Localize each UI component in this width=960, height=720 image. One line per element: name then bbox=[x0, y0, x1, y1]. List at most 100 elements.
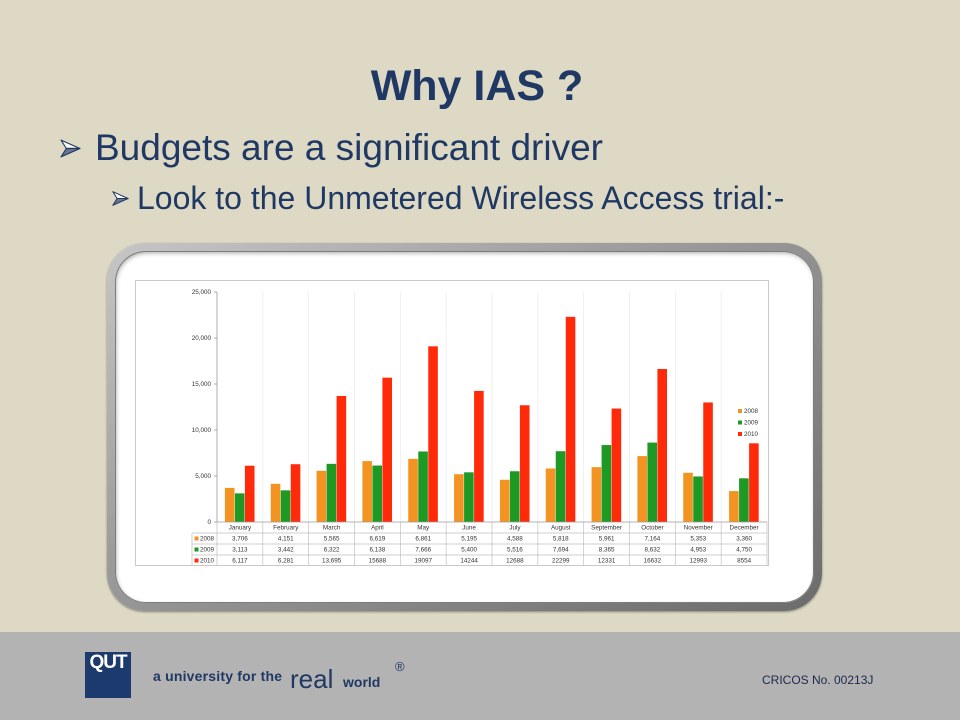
category-label: July bbox=[509, 525, 521, 532]
table-cell: 4,588 bbox=[507, 536, 523, 543]
bar-2008-january bbox=[224, 487, 235, 522]
category-label: September bbox=[591, 525, 622, 532]
table-cell: 8,632 bbox=[645, 547, 661, 554]
category-label: November bbox=[684, 525, 713, 532]
table-cell: 19097 bbox=[414, 558, 432, 565]
bar-2010-may bbox=[428, 346, 438, 522]
bar-2009-june bbox=[464, 472, 474, 522]
bar-2008-february bbox=[270, 483, 281, 522]
table-cell: 5,516 bbox=[507, 547, 523, 554]
table-cell: 15688 bbox=[369, 558, 387, 565]
legend-label: 2009 bbox=[744, 420, 759, 427]
tagline-prefix: a university for the bbox=[153, 668, 283, 684]
bar-2010-november bbox=[703, 402, 713, 522]
table-cell: 14244 bbox=[460, 558, 478, 565]
table-cell: 6,117 bbox=[232, 558, 248, 565]
table-series-marker bbox=[194, 547, 199, 552]
y-tick-label: 25,000 bbox=[192, 289, 212, 296]
legend-label: 2008 bbox=[744, 408, 759, 415]
bar-2009-september bbox=[601, 445, 612, 522]
table-cell: 5,400 bbox=[461, 547, 477, 554]
y-tick-label: 15,000 bbox=[192, 381, 212, 388]
bar-2009-december bbox=[739, 478, 749, 522]
table-series-marker bbox=[194, 536, 199, 541]
bar-2008-may bbox=[408, 458, 418, 522]
bar-2009-january bbox=[234, 493, 245, 522]
table-cell: 3,360 bbox=[736, 536, 752, 543]
bar-2010-february bbox=[290, 464, 301, 522]
bar-2009-april bbox=[372, 465, 383, 522]
bar-2008-october bbox=[637, 456, 648, 522]
category-label: August bbox=[551, 525, 571, 532]
category-label: March bbox=[323, 525, 341, 532]
table-cell: 6,322 bbox=[324, 547, 340, 554]
bar-2010-march bbox=[336, 396, 347, 522]
bar-2010-january bbox=[244, 465, 255, 522]
y-tick-label: 0 bbox=[207, 519, 211, 526]
table-cell: 12331 bbox=[598, 558, 616, 565]
tagline-real: real bbox=[290, 664, 334, 694]
table-cell: 4,151 bbox=[278, 536, 294, 543]
legend-label: 2010 bbox=[744, 431, 759, 438]
table-cell: 3,442 bbox=[278, 547, 294, 554]
bar-2010-september bbox=[611, 408, 622, 522]
bar-chart: 0 5,000 10,000 15,000 20,000 25,000 January Feb… bbox=[135, 280, 769, 566]
legend-marker bbox=[738, 420, 742, 425]
arrow-bullet-icon bbox=[60, 139, 81, 158]
category-label: May bbox=[417, 525, 430, 532]
bullet-budgets: Budgets are a significant driver bbox=[95, 127, 603, 168]
table-cell: 3,706 bbox=[232, 536, 248, 543]
category-label: February bbox=[273, 525, 299, 532]
bar-2008-december bbox=[729, 491, 739, 522]
bar-2008-july bbox=[499, 479, 510, 522]
bar-2008-august bbox=[545, 468, 556, 522]
bar-2008-june bbox=[454, 474, 464, 522]
table-cell: 5,818 bbox=[553, 536, 569, 543]
bar-2010-august bbox=[565, 316, 576, 522]
cricos-number: CRICOS No. 00213J bbox=[762, 673, 874, 687]
table-cell: 13,695 bbox=[322, 558, 342, 565]
table-cell: 6,281 bbox=[278, 558, 294, 565]
y-tick-label: 20,000 bbox=[192, 335, 212, 342]
bar-2008-november bbox=[683, 472, 693, 522]
table-series-marker bbox=[194, 558, 199, 563]
bar-2008-april bbox=[362, 461, 373, 522]
bar-2009-november bbox=[693, 476, 703, 522]
table-series-label: 2008 bbox=[200, 536, 215, 543]
table-cell: 4,953 bbox=[690, 547, 706, 554]
table-cell: 8554 bbox=[737, 558, 752, 565]
category-label: June bbox=[462, 525, 476, 532]
bar-2009-may bbox=[418, 451, 428, 522]
legend-marker bbox=[738, 432, 742, 436]
y-tick-label: 5,000 bbox=[195, 473, 211, 480]
category-label: December bbox=[730, 525, 759, 532]
bar-2009-october bbox=[647, 442, 658, 522]
bar-2009-august bbox=[555, 451, 566, 522]
table-cell: 12993 bbox=[689, 558, 707, 565]
category-label: October bbox=[641, 525, 663, 532]
table-cell: 6,619 bbox=[370, 536, 386, 543]
footer-bar: QUT a university for the real world ® CR… bbox=[0, 632, 960, 720]
category-label: January bbox=[229, 525, 252, 532]
table-cell: 12688 bbox=[506, 558, 524, 565]
table-cell: 5,353 bbox=[690, 536, 706, 543]
table-cell: 5,961 bbox=[599, 536, 615, 543]
bar-2010-july bbox=[519, 405, 530, 522]
bar-2009-february bbox=[280, 490, 291, 522]
table-cell: 7,666 bbox=[415, 547, 431, 554]
arrow-bullet-icon bbox=[112, 191, 129, 206]
logo-text: QUT bbox=[89, 652, 127, 673]
slide-title: Why IAS ? bbox=[370, 62, 584, 110]
registered-mark: ® bbox=[395, 659, 405, 674]
sub-bullet-trial: Look to the Unmetered Wireless Access tr… bbox=[137, 180, 785, 216]
table-cell: 8,365 bbox=[599, 547, 615, 554]
table-cell: 7,164 bbox=[645, 536, 661, 543]
bar-2008-september bbox=[591, 467, 602, 522]
bar-2010-december bbox=[749, 443, 759, 522]
bar-2008-march bbox=[316, 470, 327, 522]
table-cell: 5,565 bbox=[324, 536, 340, 543]
table-cell: 6,861 bbox=[415, 536, 431, 543]
bar-2009-july bbox=[509, 471, 520, 522]
table-cell: 22299 bbox=[552, 558, 570, 565]
chart-background bbox=[135, 280, 769, 566]
